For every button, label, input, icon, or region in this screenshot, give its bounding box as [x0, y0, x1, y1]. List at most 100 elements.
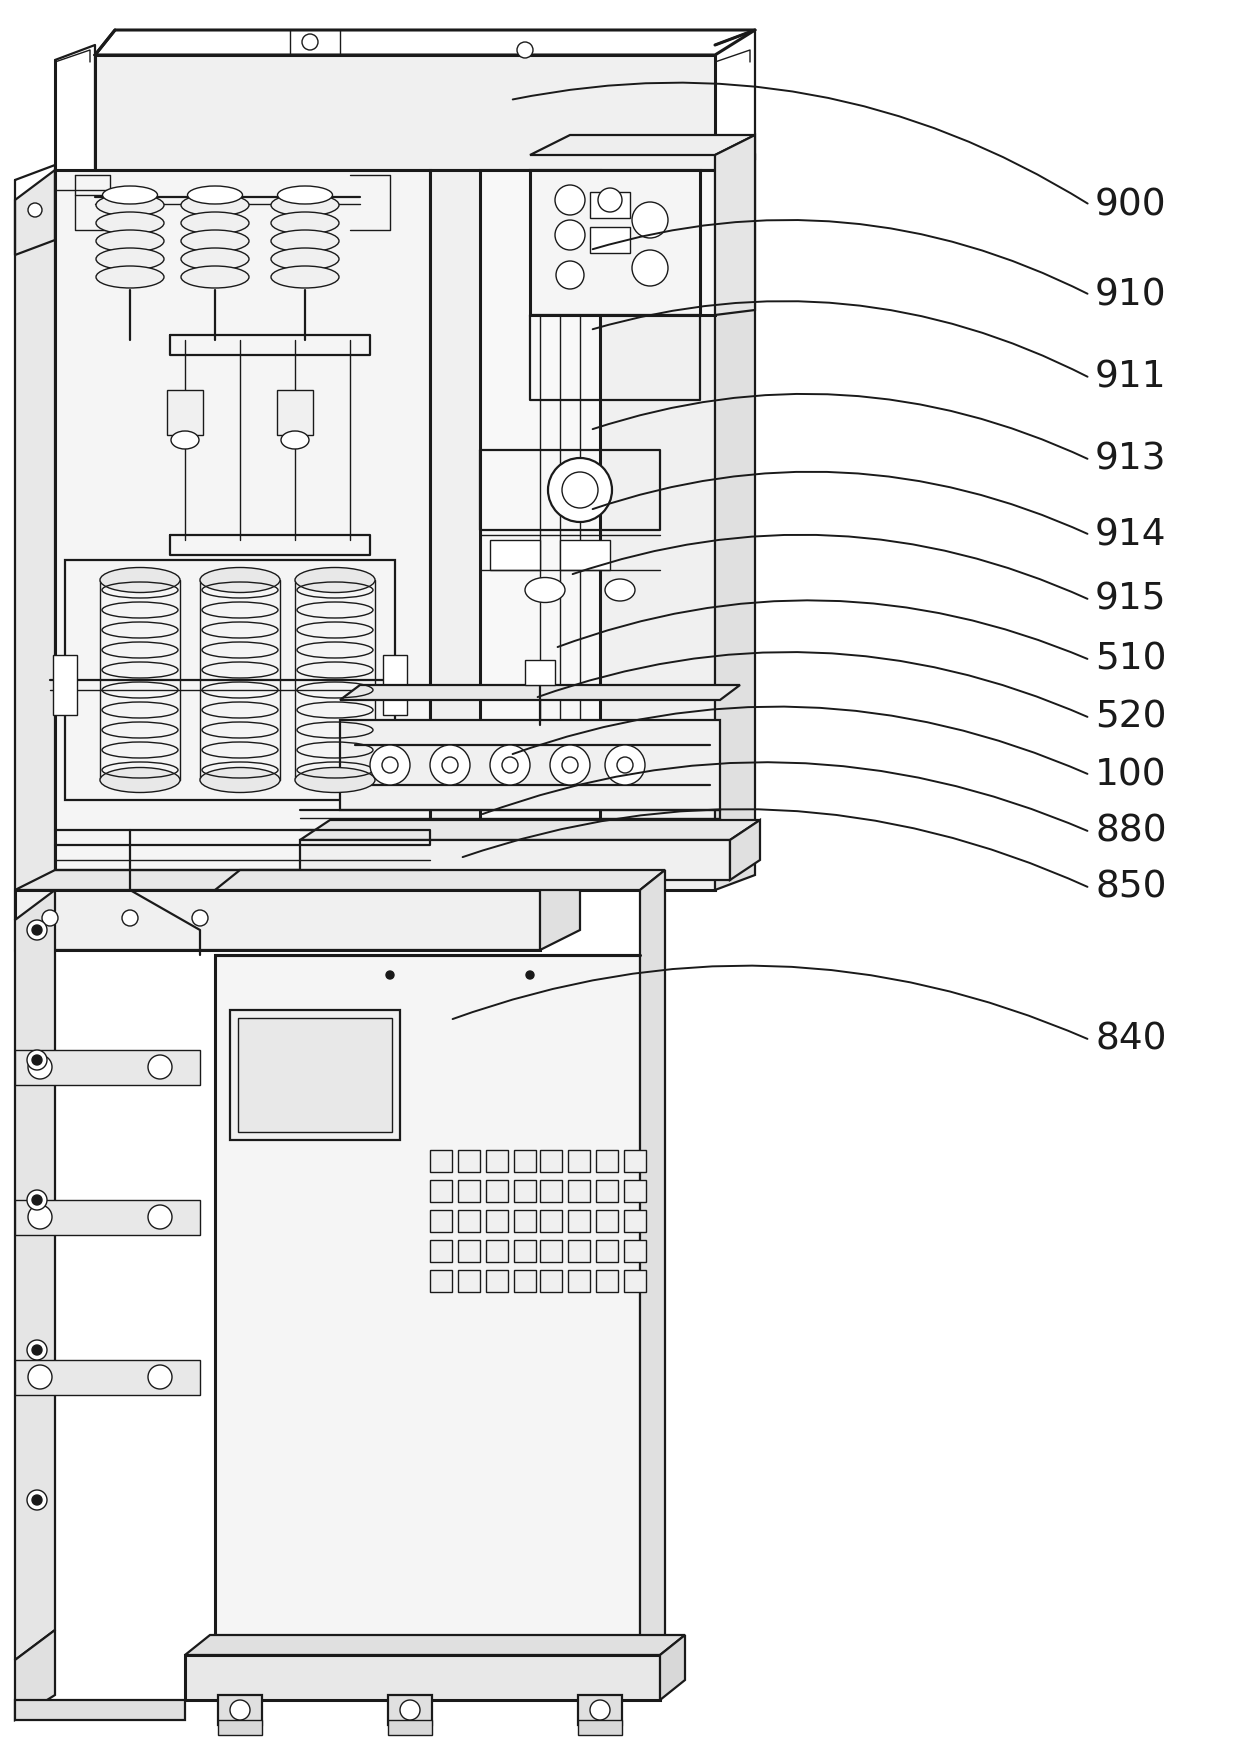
Polygon shape: [15, 169, 55, 920]
Bar: [238, 1017, 392, 1132]
Circle shape: [32, 1195, 42, 1204]
Bar: [624, 1149, 646, 1172]
Circle shape: [192, 910, 208, 926]
Circle shape: [32, 1054, 42, 1065]
Bar: [277, 390, 312, 435]
Circle shape: [605, 746, 645, 785]
Circle shape: [556, 220, 585, 250]
Ellipse shape: [181, 266, 249, 287]
Ellipse shape: [187, 187, 243, 205]
Ellipse shape: [272, 249, 339, 270]
Polygon shape: [15, 869, 560, 890]
Bar: [430, 1239, 453, 1262]
Ellipse shape: [272, 229, 339, 252]
Circle shape: [370, 746, 410, 785]
Bar: [458, 1149, 480, 1172]
Circle shape: [490, 746, 529, 785]
Ellipse shape: [100, 767, 180, 793]
Ellipse shape: [171, 430, 198, 450]
Bar: [624, 1269, 646, 1292]
Ellipse shape: [181, 229, 249, 252]
Ellipse shape: [605, 578, 635, 601]
Ellipse shape: [95, 194, 164, 217]
Bar: [568, 1269, 590, 1292]
Circle shape: [551, 746, 590, 785]
Bar: [490, 539, 539, 569]
Bar: [388, 1721, 432, 1735]
Bar: [596, 1239, 618, 1262]
Bar: [218, 1721, 262, 1735]
Bar: [578, 1694, 622, 1724]
Polygon shape: [185, 1655, 660, 1700]
Polygon shape: [660, 1634, 684, 1700]
Bar: [624, 1209, 646, 1232]
Circle shape: [632, 250, 668, 286]
Circle shape: [148, 1054, 172, 1079]
Polygon shape: [55, 169, 430, 890]
Circle shape: [42, 910, 58, 926]
Polygon shape: [185, 1634, 684, 1655]
Circle shape: [29, 1365, 52, 1389]
Polygon shape: [95, 55, 715, 169]
Text: 520: 520: [1095, 700, 1167, 735]
Bar: [430, 1179, 453, 1202]
Circle shape: [27, 1190, 47, 1209]
Bar: [53, 656, 77, 716]
Ellipse shape: [181, 194, 249, 217]
Text: 900: 900: [1095, 187, 1167, 222]
Circle shape: [27, 1490, 47, 1509]
Circle shape: [562, 472, 598, 508]
Polygon shape: [15, 1700, 185, 1721]
Circle shape: [430, 746, 470, 785]
Polygon shape: [730, 820, 760, 880]
Circle shape: [526, 971, 534, 978]
Bar: [590, 192, 630, 219]
Circle shape: [29, 203, 42, 217]
Ellipse shape: [281, 430, 309, 450]
Polygon shape: [529, 169, 715, 316]
Text: 914: 914: [1095, 517, 1167, 554]
Bar: [590, 227, 630, 254]
Bar: [568, 1239, 590, 1262]
Circle shape: [29, 1204, 52, 1229]
Polygon shape: [430, 169, 715, 890]
Text: 510: 510: [1095, 642, 1167, 679]
Text: 100: 100: [1095, 756, 1167, 793]
Bar: [486, 1239, 508, 1262]
Polygon shape: [15, 1631, 55, 1721]
Bar: [383, 656, 407, 716]
Polygon shape: [340, 686, 740, 700]
Bar: [539, 1149, 562, 1172]
Bar: [525, 659, 556, 686]
Polygon shape: [300, 839, 730, 880]
Text: 910: 910: [1095, 277, 1167, 314]
Ellipse shape: [525, 578, 565, 603]
Circle shape: [386, 971, 394, 978]
Circle shape: [590, 1700, 610, 1721]
Bar: [458, 1239, 480, 1262]
Bar: [515, 1179, 536, 1202]
Circle shape: [517, 42, 533, 58]
Bar: [458, 1269, 480, 1292]
Polygon shape: [300, 820, 760, 839]
Circle shape: [229, 1700, 250, 1721]
Ellipse shape: [295, 568, 374, 592]
Polygon shape: [529, 136, 755, 155]
Bar: [458, 1209, 480, 1232]
Circle shape: [632, 203, 668, 238]
Bar: [596, 1269, 618, 1292]
Text: 880: 880: [1095, 815, 1167, 850]
Bar: [624, 1179, 646, 1202]
Ellipse shape: [272, 194, 339, 217]
Ellipse shape: [295, 767, 374, 793]
Ellipse shape: [200, 568, 280, 592]
Bar: [486, 1149, 508, 1172]
Ellipse shape: [181, 212, 249, 234]
Bar: [568, 1179, 590, 1202]
Circle shape: [401, 1700, 420, 1721]
Bar: [515, 1209, 536, 1232]
Bar: [486, 1179, 508, 1202]
Ellipse shape: [181, 249, 249, 270]
Bar: [539, 1239, 562, 1262]
Polygon shape: [640, 869, 665, 1670]
